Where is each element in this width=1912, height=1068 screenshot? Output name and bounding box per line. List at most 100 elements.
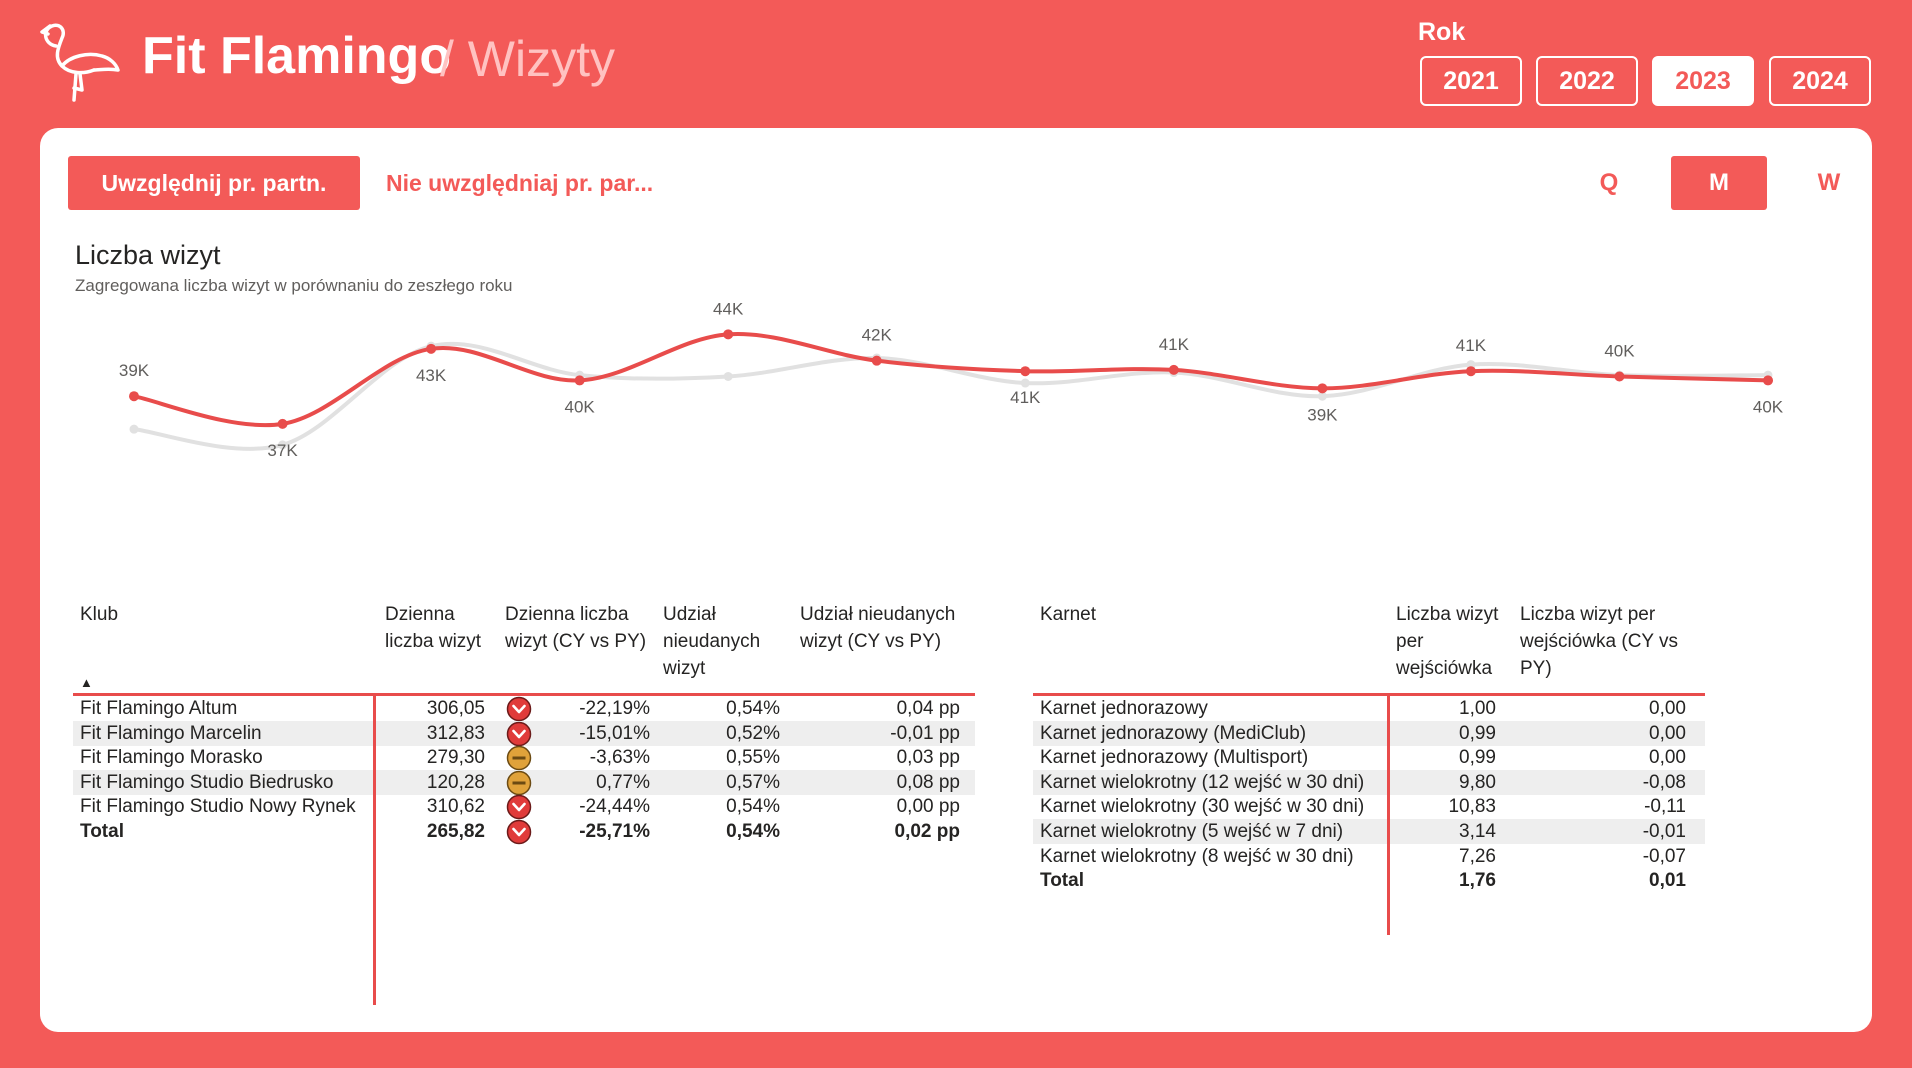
year-button-2023[interactable]: 2023: [1652, 56, 1754, 106]
kpi-down-icon: [506, 721, 532, 747]
cell-pass: Karnet wielokrotny (12 wejść w 30 dni): [1040, 771, 1365, 793]
data-label-2023-12: 40K: [1753, 397, 1784, 416]
visits-line-chart: 39K37K43K40K44K42K41K41K39K41K40K40K2023…: [119, 299, 1784, 460]
data-label-2023-08: 41K: [1159, 335, 1190, 354]
cell-visits-per-pass-cmp: -0,01: [1642, 821, 1686, 842]
chart-title: Liczba wizyt: [75, 240, 221, 270]
granularity-button-m[interactable]: M: [1671, 156, 1767, 210]
series-line-current-year: [133, 332, 1769, 428]
cell-failed-share: 0,54%: [726, 821, 780, 842]
cell-daily-visits: 310,62: [426, 796, 485, 818]
year-button-2022[interactable]: 2022: [1536, 56, 1638, 106]
data-point-cy-2023-11[interactable]: [1614, 371, 1625, 382]
data-point-cy-2023-08[interactable]: [1168, 364, 1179, 375]
cell-visits-per-pass: 9,80: [1459, 771, 1496, 793]
year-button-2024[interactable]: 2024: [1769, 56, 1871, 106]
cell-visits-per-pass: 0,99: [1459, 747, 1496, 769]
cell-visits-per-pass-cmp: 0,00: [1649, 698, 1686, 719]
kpi-down-icon: [506, 696, 532, 722]
data-point-cy-2023-10[interactable]: [1465, 366, 1476, 377]
cell-pass: Karnet jednorazowy (MediClub): [1040, 722, 1307, 744]
data-point-py-2023-01[interactable]: [129, 424, 139, 434]
data-label-2023-11: 40K: [1604, 341, 1635, 360]
chart-subtitle: Zagregowana liczba wizyt w porównaniu do…: [75, 276, 513, 295]
year-button-2021[interactable]: 2021: [1420, 56, 1522, 106]
data-point-cy-2023-05[interactable]: [723, 329, 734, 340]
cell-daily-visits-cmp: -25,71%: [579, 821, 650, 842]
cell-pass: Karnet jednorazowy: [1040, 698, 1208, 719]
cell-visits-per-pass-cmp: 0,00: [1649, 747, 1686, 769]
kpi-neutral-icon: [506, 745, 532, 771]
include-partner-button[interactable]: Uwzględnij pr. partn.: [68, 156, 360, 210]
data-point-cy-2023-03[interactable]: [426, 343, 437, 354]
column-divider: [373, 693, 376, 1005]
cell-failed-share: 0,54%: [726, 698, 780, 719]
cell-visits-per-pass-cmp: -0,11: [1644, 796, 1686, 818]
cell-daily-visits-cmp: -24,44%: [579, 796, 650, 818]
data-label-2023-02: 37K: [267, 441, 298, 460]
column-header-club[interactable]: Klub: [80, 604, 119, 625]
cell-daily-visits-cmp: -15,01%: [579, 722, 650, 744]
data-point-py-2023-05[interactable]: [723, 371, 733, 381]
cell-daily-visits-cmp: -3,63%: [589, 747, 650, 769]
data-label-2023-04: 40K: [565, 397, 596, 416]
sort-ascending-icon[interactable]: ▲: [80, 675, 93, 690]
cell-visits-per-pass: 0,99: [1459, 722, 1496, 744]
column-header-daily-visits-cmp[interactable]: Dzienna liczba wizyt (CY vs PY): [505, 604, 647, 652]
granularity-button-w[interactable]: W: [1817, 169, 1841, 196]
kpi-neutral-icon: [506, 770, 532, 796]
cell-visits-per-pass: 3,14: [1459, 821, 1496, 842]
data-point-cy-2023-07[interactable]: [1020, 366, 1031, 377]
column-header-failed-share[interactable]: Udział nieudanych wizyt: [663, 604, 761, 679]
cell-club: Total: [80, 821, 124, 842]
cell-failed-share-cmp: 0,04 pp: [896, 698, 960, 719]
cell-visits-per-pass-cmp: -0,08: [1642, 771, 1686, 793]
cell-daily-visits-cmp: -22,19%: [579, 698, 650, 719]
cell-daily-visits: 265,82: [426, 821, 485, 842]
column-header-visits-per-pass[interactable]: Liczba wizyt per wejściówka: [1396, 604, 1499, 679]
cell-failed-share: 0,55%: [726, 747, 780, 769]
cell-pass: Karnet wielokrotny (5 wejść w 7 dni): [1040, 821, 1344, 842]
data-label-2023-01: 39K: [119, 361, 150, 380]
cell-visits-per-pass: 10,83: [1448, 796, 1496, 818]
cell-club: Fit Flamingo Morasko: [80, 747, 263, 769]
cell-visits-per-pass: 1,76: [1459, 870, 1496, 892]
data-point-cy-2023-04[interactable]: [574, 375, 585, 386]
data-point-cy-2023-02[interactable]: [277, 418, 288, 429]
data-point-py-2023-09[interactable]: [1317, 391, 1327, 401]
cell-failed-share: 0,52%: [726, 722, 780, 744]
cell-pass: Karnet wielokrotny (8 wejść w 30 dni): [1040, 845, 1354, 867]
header-divider: [1033, 693, 1705, 696]
header-divider: [73, 693, 975, 696]
data-point-cy-2023-09[interactable]: [1317, 383, 1328, 394]
cell-visits-per-pass: 1,00: [1459, 698, 1496, 719]
data-point-cy-2023-06[interactable]: [871, 355, 882, 366]
column-header-visits-per-pass-cmp[interactable]: Liczba wizyt per wejściówka (CY vs PY): [1520, 604, 1679, 679]
cell-club: Fit Flamingo Studio Nowy Rynek: [80, 796, 356, 818]
cell-pass: Total: [1040, 870, 1084, 892]
data-label-2023-05: 44K: [713, 299, 744, 318]
cell-visits-per-pass-cmp: 0,00: [1649, 722, 1686, 744]
granularity-button-q[interactable]: Q: [1599, 169, 1619, 196]
data-point-py-2023-07[interactable]: [1020, 378, 1030, 388]
cell-visits-per-pass: 7,26: [1459, 845, 1496, 867]
data-point-py-2023-02[interactable]: [278, 440, 288, 450]
series-line-previous-year: [133, 341, 1769, 451]
kpi-down-icon: [506, 794, 532, 820]
cell-failed-share-cmp: 0,03 pp: [896, 747, 960, 769]
data-label-2023-06: 42K: [862, 326, 893, 345]
column-header-failed-share-cmp[interactable]: Udział nieudanych wizyt (CY vs PY): [800, 604, 956, 652]
report-card: Uwzględnij pr. partn. Nie uwzględniaj pr…: [40, 128, 1872, 1032]
data-point-cy-2023-12[interactable]: [1763, 375, 1773, 386]
column-divider: [1387, 693, 1390, 935]
data-point-cy-2023-01[interactable]: [129, 391, 139, 402]
data-label-2023-09: 39K: [1307, 405, 1338, 424]
cell-failed-share-cmp: 0,08 pp: [896, 771, 960, 793]
cell-failed-share-cmp: -0,01 pp: [890, 722, 960, 744]
flamingo-logo-icon: [40, 23, 120, 102]
page-subtitle: / Wizyty: [440, 31, 615, 87]
column-header-daily-visits[interactable]: Dzienna liczba wizyt: [385, 604, 482, 652]
cell-failed-share: 0,57%: [726, 771, 780, 793]
column-header-pass[interactable]: Karnet: [1040, 604, 1096, 625]
exclude-partner-button[interactable]: Nie uwzględniaj pr. par...: [386, 169, 654, 196]
